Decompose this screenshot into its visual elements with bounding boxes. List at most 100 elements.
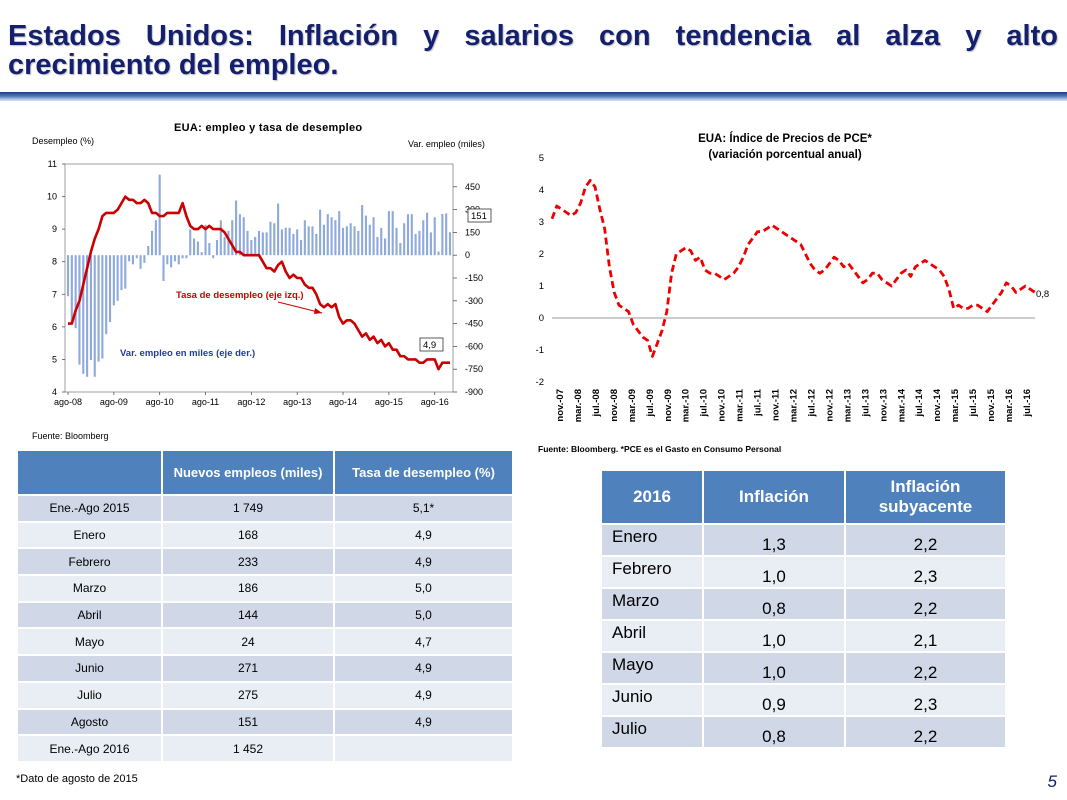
- employment-table-row: Abril 144 5,0: [16, 600, 514, 630]
- inflation-row-headline: 0,8: [702, 715, 846, 749]
- employment-left-tick: 4: [52, 387, 57, 397]
- pce-x-tick: jul.-15: [968, 388, 979, 417]
- inflation-row-headline: 1,0: [702, 651, 846, 685]
- employment-bar: [112, 255, 115, 306]
- employment-bar: [170, 255, 173, 268]
- pce-chart-svg: EUA: Índice de Precios de PCE* (variació…: [536, 132, 1050, 454]
- employment-row-jobs: 168: [161, 520, 335, 550]
- inflation-table-row: Abril 1,0 2,1: [600, 619, 1007, 653]
- unemployment-label-arrowhead: [314, 308, 322, 314]
- employment-bar: [150, 230, 154, 256]
- employment-chart-ylabel-right: Var. empleo (miles): [408, 139, 485, 149]
- employment-bar: [204, 224, 207, 256]
- employment-row-jobs: 24: [161, 627, 335, 657]
- inflation-row-month: Marzo: [600, 587, 704, 621]
- inflation-row-month: Abril: [600, 619, 704, 653]
- employment-x-tick: ago-11: [192, 397, 219, 407]
- employment-bar: [70, 255, 73, 324]
- employment-bar: [131, 255, 134, 265]
- employment-x-tick: ago-09: [100, 397, 128, 407]
- unemployment-series-label: Tasa de desempleo (eje izq.): [176, 290, 304, 301]
- employment-bar: [124, 255, 127, 289]
- employment-bar: [108, 255, 112, 323]
- pce-x-tick: jul.-10: [699, 389, 710, 417]
- employment-row-rate: 5,1*: [333, 494, 514, 523]
- employment-bar: [97, 255, 100, 362]
- employment-row-jobs: 1 452: [161, 734, 335, 763]
- employment-bar: [154, 220, 157, 256]
- employment-row-jobs: 151: [161, 707, 335, 737]
- employment-bar: [330, 217, 333, 256]
- last-unemployment-box: [419, 337, 444, 352]
- employment-bar: [433, 217, 436, 256]
- employment-left-tick: 9: [52, 224, 57, 234]
- employment-bar: [227, 230, 230, 256]
- employment-bar: [403, 223, 406, 256]
- employment-bar: [246, 230, 249, 256]
- employment-bar: [196, 241, 199, 256]
- employment-table-row: Agosto 151 4,9: [16, 707, 514, 737]
- employment-row-period: Marzo: [16, 574, 163, 603]
- employment-bar: [166, 255, 169, 265]
- employment-bar: [296, 229, 299, 256]
- inflation-row-month: Febrero: [600, 555, 704, 589]
- employment-table-row: Ene.-Ago 2016 1 452: [16, 734, 514, 763]
- pce-x-tick: nov.-08: [609, 389, 620, 422]
- employment-bar: [391, 211, 394, 256]
- employment-bar: [235, 200, 238, 256]
- employment-bar: [368, 224, 371, 256]
- employment-bar: [242, 217, 245, 256]
- employment-bar: [93, 255, 96, 377]
- employment-bar: [74, 255, 77, 329]
- last-unemployment-label: 4,9: [423, 340, 436, 351]
- pce-y-tick: 2: [539, 249, 544, 260]
- inflation-row-month: Mayo: [600, 651, 704, 685]
- employment-bar: [231, 220, 234, 256]
- pce-x-tick: mar.-15: [950, 388, 961, 422]
- pce-x-tick: nov.-07: [555, 389, 566, 422]
- pce-chart: EUA: Índice de Precios de PCE* (variació…: [520, 112, 1055, 457]
- employment-bar: [219, 220, 222, 256]
- employment-row-period: Abril: [16, 600, 163, 630]
- unemployment-line: [68, 195, 450, 371]
- employment-chart-source: Fuente: Bloomberg: [32, 431, 109, 441]
- inflation-row-core: 2,1: [844, 619, 1007, 653]
- employment-right-tick: 150: [465, 227, 480, 237]
- employment-row-period: Enero: [16, 520, 163, 550]
- inflation-table-header-inflation: Inflación: [702, 469, 846, 525]
- inflation-row-core: 2,2: [844, 715, 1007, 749]
- pce-chart-source: Fuente: Bloomberg. *PCE es el Gasto en C…: [538, 444, 781, 454]
- employment-bar: [208, 243, 211, 256]
- employment-bar: [223, 236, 226, 256]
- employment-bar: [372, 217, 375, 256]
- employment-bar: [341, 227, 345, 256]
- employment-bar: [311, 226, 314, 256]
- employment-bar: [101, 255, 104, 359]
- employment-table-row: Mayo 24 4,7: [16, 627, 514, 657]
- pce-line: [550, 179, 1036, 358]
- pce-x-tick: nov.-13: [878, 389, 889, 422]
- last-employment-box: [467, 208, 492, 223]
- employment-table-header-jobs: Nuevos empleos (miles): [161, 449, 335, 496]
- employment-bar: [338, 211, 341, 256]
- employment-row-rate: 4,9: [333, 520, 514, 550]
- employment-bar: [269, 221, 272, 256]
- employment-bar: [257, 230, 261, 256]
- employment-x-tick: ago-14: [329, 397, 357, 407]
- pce-x-tick: mar.-12: [789, 389, 800, 422]
- employment-bar: [429, 232, 432, 256]
- employment-bar: [353, 226, 356, 256]
- employment-row-period: Febrero: [16, 547, 163, 577]
- employment-bar: [357, 230, 360, 256]
- inflation-row-core: 2,2: [844, 651, 1007, 685]
- employment-bar: [86, 255, 89, 377]
- employment-chart-svg: EUA: empleo y tasa de desempleo Desemple…: [32, 122, 492, 441]
- employment-bar: [177, 255, 180, 265]
- employment-bar: [303, 220, 306, 256]
- pce-y-tick: 1: [539, 281, 544, 292]
- employment-x-tick: ago-12: [237, 397, 265, 407]
- employment-table-row: Marzo 186 5,0: [16, 574, 514, 603]
- employment-chart-ylabel-left: Desempleo (%): [32, 136, 94, 146]
- employment-bar: [334, 220, 337, 256]
- employment-bar: [376, 236, 379, 256]
